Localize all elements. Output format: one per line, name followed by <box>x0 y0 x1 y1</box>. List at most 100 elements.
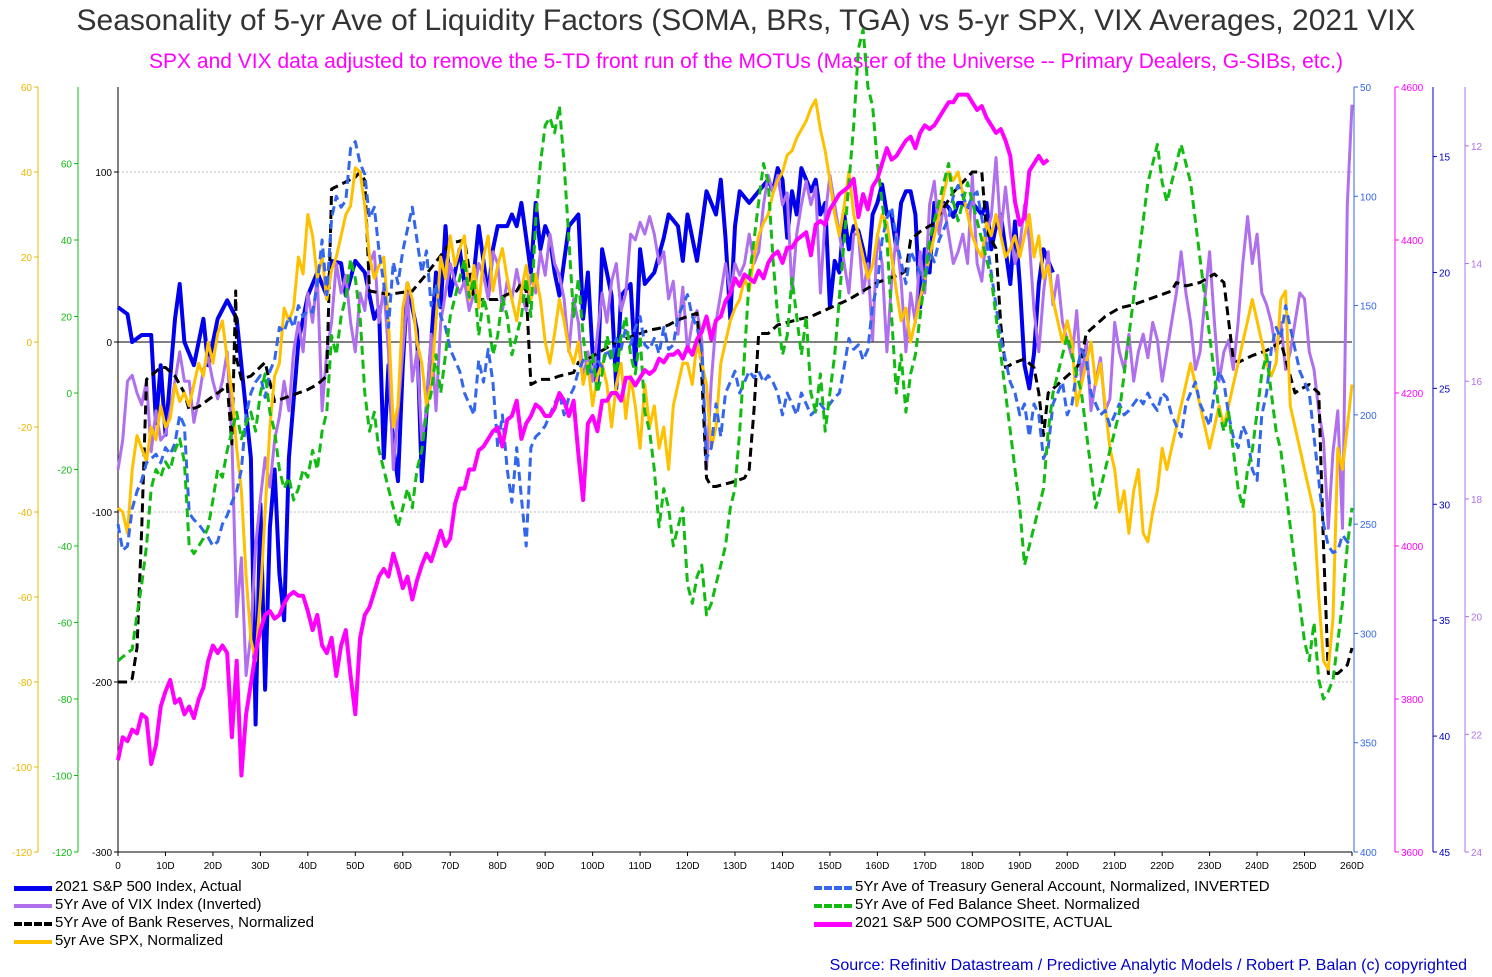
legend-label: 5Yr Ave of Fed Balance Sheet. Normalized <box>855 896 1140 913</box>
x-tick-label: 150D <box>818 861 842 872</box>
x-tick-label: 20D <box>204 861 222 872</box>
y-tick-label: 3600 <box>1401 848 1424 859</box>
legend-label: 5yr Ave SPX, Normalized <box>55 932 224 949</box>
x-tick-label: 50D <box>346 861 364 872</box>
y-tick-label: 40 <box>21 168 33 179</box>
y-tick-label: -80 <box>58 695 73 706</box>
y-tick-label: 350 <box>1360 739 1377 750</box>
source-note: Source: Refinitiv Datastream / Predictiv… <box>829 957 1467 974</box>
y-tick-label: 18 <box>1471 495 1483 506</box>
y-tick-label: 40 <box>1439 732 1451 743</box>
x-tick-label: 40D <box>299 861 317 872</box>
x-tick-label: 10D <box>156 861 174 872</box>
x-tick-label: 130D <box>723 861 747 872</box>
series-line-3 <box>117 98 1354 671</box>
y-tick-label: 40 <box>61 236 73 247</box>
series-line-6 <box>116 92 1050 778</box>
chart-title: Seasonality of 5-yr Ave of Liquidity Fac… <box>76 4 1416 37</box>
y-tick-label: 16 <box>1471 377 1483 388</box>
y-tick-label: -20 <box>18 423 33 434</box>
x-tick-label: 70D <box>441 861 459 872</box>
y-tick-label: 20 <box>1439 268 1451 279</box>
y-tick-label: 200 <box>1360 411 1377 422</box>
y-tick-label: 20 <box>21 253 33 264</box>
legend-swatch <box>14 904 52 908</box>
x-tick-label: 30D <box>251 861 269 872</box>
x-tick-label: 210D <box>1103 861 1127 872</box>
y-tick-label: 14 <box>1471 260 1483 271</box>
legend-label: 5Yr Ave of Treasury General Account, Nor… <box>855 878 1270 895</box>
y-tick-label: -40 <box>58 542 73 553</box>
x-tick-label: 190D <box>1008 861 1032 872</box>
x-tick-label: 240D <box>1245 861 1269 872</box>
y-tick-label: 25 <box>1439 384 1451 395</box>
y-tick-label: 4200 <box>1401 389 1424 400</box>
y-tick-label: 4000 <box>1401 542 1424 553</box>
y-tick-label: 300 <box>1360 629 1377 640</box>
legend-label: 5Yr Ave of VIX Index (Inverted) <box>55 896 262 913</box>
x-tick-label: 160D <box>865 861 889 872</box>
x-tick-label: 60D <box>394 861 412 872</box>
y-tick-label: 45 <box>1439 848 1451 859</box>
y-tick-label: -100 <box>52 772 72 783</box>
y-tick-label: 60 <box>21 83 33 94</box>
y-tick-label: 20 <box>61 313 73 324</box>
y-tick-label: -200 <box>92 678 112 689</box>
y-tick-label: 12 <box>1471 142 1483 153</box>
y-tick-label: 35 <box>1439 616 1451 627</box>
y-tick-label: 4600 <box>1401 83 1424 94</box>
y-tick-label: 24 <box>1471 848 1483 859</box>
x-tick-label: 200D <box>1055 861 1079 872</box>
x-tick-label: 80D <box>489 861 507 872</box>
x-tick-label: 170D <box>913 861 937 872</box>
legend-label: 2021 S&P 500 COMPOSITE, ACTUAL <box>855 914 1113 931</box>
legend-swatch <box>814 904 852 908</box>
y-tick-label: -300 <box>92 848 112 859</box>
x-tick-label: 260D <box>1340 861 1364 872</box>
x-tick-label: 120D <box>676 861 700 872</box>
y-tick-label: -40 <box>18 508 33 519</box>
y-tick-label: -100 <box>12 763 32 774</box>
x-tick-label: 100D <box>581 861 605 872</box>
x-tick-label: 230D <box>1198 861 1222 872</box>
y-tick-label: 4400 <box>1401 236 1424 247</box>
y-tick-label: -120 <box>12 848 32 859</box>
y-tick-label: 400 <box>1360 848 1377 859</box>
y-tick-label: -120 <box>52 848 72 859</box>
x-tick-label: 140D <box>771 861 795 872</box>
y-tick-label: 0 <box>66 389 72 400</box>
x-tick-label: 250D <box>1293 861 1317 872</box>
series-line-4 <box>116 140 1354 555</box>
y-tick-label: 3800 <box>1401 695 1424 706</box>
y-tick-label: 22 <box>1471 730 1483 741</box>
series-line-1 <box>116 104 1354 677</box>
legend-swatch <box>14 940 52 944</box>
y-tick-label: -80 <box>18 678 33 689</box>
x-tick-label: 110D <box>628 861 651 872</box>
y-tick-label: 0 <box>26 338 32 349</box>
y-tick-label: -20 <box>58 466 73 477</box>
legend-label: 2021 S&P 500 Index, Actual <box>55 878 242 895</box>
legend-swatch <box>814 922 852 927</box>
legend-label: 5Yr Ave of Bank Reserves, Normalized <box>55 914 315 931</box>
y-tick-label: -60 <box>58 619 73 630</box>
y-tick-label: 100 <box>95 168 112 179</box>
legend-swatch <box>814 886 852 890</box>
y-tick-label: 60 <box>61 160 73 171</box>
y-tick-label: 100 <box>1360 192 1377 203</box>
y-tick-label: 0 <box>106 338 112 349</box>
chart-subtitle: SPX and VIX data adjusted to remove the … <box>149 50 1343 73</box>
series-line-2 <box>118 170 1354 684</box>
y-tick-label: 20 <box>1471 613 1483 624</box>
y-tick-label: 15 <box>1439 153 1451 164</box>
x-tick-label: 90D <box>536 861 554 872</box>
y-tick-label: 30 <box>1439 500 1451 511</box>
y-tick-label: 150 <box>1360 302 1377 313</box>
y-tick-label: 250 <box>1360 520 1377 531</box>
legend-swatch <box>14 922 52 926</box>
y-tick-label: -100 <box>92 508 112 519</box>
y-tick-label: 50 <box>1360 83 1372 94</box>
x-tick-label: 180D <box>960 861 984 872</box>
y-tick-label: -60 <box>18 593 33 604</box>
